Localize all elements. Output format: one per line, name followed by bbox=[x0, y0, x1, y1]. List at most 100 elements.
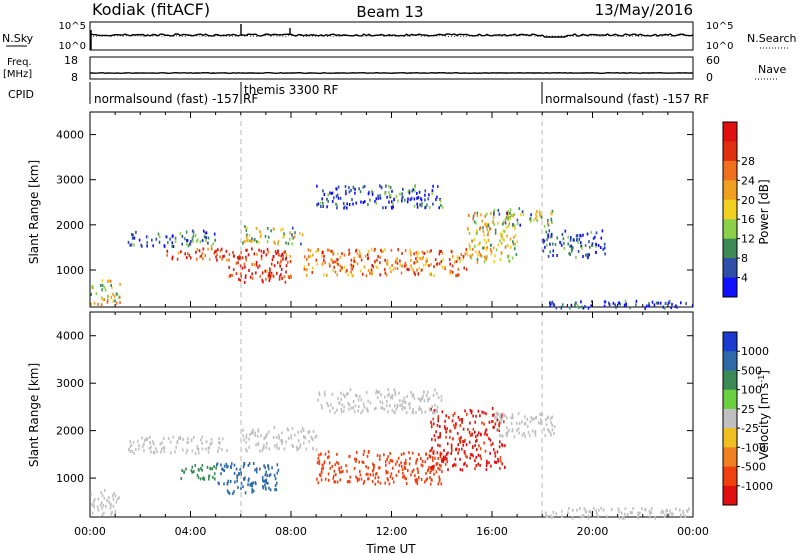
velocity-cell bbox=[535, 416, 538, 419]
power-cell bbox=[432, 202, 434, 206]
velocity-cell bbox=[431, 404, 433, 408]
power-cell bbox=[489, 248, 492, 252]
power-cell bbox=[171, 255, 174, 259]
velocity-cell bbox=[172, 435, 175, 439]
power-cell bbox=[343, 206, 345, 210]
power-cell bbox=[493, 208, 496, 212]
velocity-cell bbox=[386, 457, 388, 461]
power-cell bbox=[146, 241, 148, 245]
velocity-cell bbox=[296, 448, 298, 452]
power-cell bbox=[389, 186, 392, 189]
power-cell bbox=[582, 255, 584, 258]
nsky-tick-low-left: 10^0 bbox=[59, 41, 86, 52]
power-cell bbox=[348, 253, 350, 256]
power-cell bbox=[311, 271, 314, 274]
velocity-cell bbox=[100, 501, 103, 505]
power-cell bbox=[579, 241, 582, 245]
velocity-cell bbox=[191, 470, 193, 474]
power-cell bbox=[416, 254, 419, 258]
power-cell bbox=[384, 248, 386, 252]
power-cell bbox=[448, 270, 451, 274]
velocity-cell bbox=[488, 437, 490, 441]
power-cell bbox=[401, 195, 404, 199]
velocity-cell bbox=[492, 425, 494, 429]
velocity-cell bbox=[362, 461, 365, 465]
power-cell bbox=[551, 221, 553, 225]
power-cell bbox=[410, 253, 412, 257]
power-cell bbox=[259, 234, 262, 238]
power-cell bbox=[348, 190, 351, 194]
power-cell bbox=[493, 260, 495, 264]
velocity-cell bbox=[429, 408, 431, 412]
power-colorbar-tick-label-5: 24 bbox=[741, 174, 755, 187]
velocity-cell bbox=[439, 451, 442, 455]
velocity-cell bbox=[469, 433, 472, 437]
power-cell bbox=[404, 261, 407, 265]
power-cell bbox=[324, 261, 326, 265]
power-cell bbox=[653, 303, 656, 307]
velocity-cell bbox=[466, 412, 468, 416]
power-cell bbox=[203, 235, 206, 239]
power-cell bbox=[560, 306, 563, 309]
power-cell bbox=[498, 212, 501, 216]
power-cell bbox=[428, 193, 430, 197]
power-cell bbox=[417, 272, 420, 276]
power-cell bbox=[305, 257, 308, 261]
power-cell bbox=[100, 303, 103, 307]
power-cell bbox=[457, 267, 460, 271]
velocity-cell bbox=[679, 513, 682, 517]
velocity-cell bbox=[365, 472, 368, 476]
power-cell bbox=[419, 203, 421, 207]
velocity-cell bbox=[198, 468, 200, 472]
velocity-cell bbox=[375, 391, 377, 395]
velocity-cell bbox=[498, 418, 500, 422]
power-cell bbox=[232, 254, 235, 258]
power-cell bbox=[424, 198, 426, 202]
power-cell bbox=[186, 239, 188, 242]
power-ytick-label-3: 4000 bbox=[56, 129, 84, 142]
power-cell bbox=[207, 236, 210, 240]
velocity-cell bbox=[228, 491, 231, 495]
power-cell bbox=[477, 253, 479, 257]
velocity-cell bbox=[493, 425, 495, 429]
power-cell bbox=[563, 241, 565, 245]
power-cell bbox=[425, 257, 428, 261]
velocity-cell bbox=[500, 418, 503, 422]
velocity-cell bbox=[433, 450, 435, 454]
velocity-cell bbox=[159, 442, 162, 446]
velocity-cell bbox=[323, 461, 326, 465]
power-cell bbox=[247, 238, 249, 242]
power-cell bbox=[220, 247, 223, 251]
velocity-cell bbox=[618, 510, 620, 514]
velocity-cell bbox=[318, 393, 321, 397]
velocity-cell bbox=[485, 428, 488, 432]
power-cell bbox=[322, 201, 324, 205]
power-cell bbox=[430, 249, 432, 253]
velocity-cell bbox=[261, 476, 264, 480]
velocity-cell bbox=[386, 470, 389, 474]
velocity-cell bbox=[464, 438, 466, 442]
power-cell bbox=[581, 246, 583, 250]
velocity-cell bbox=[331, 392, 334, 396]
power-cell bbox=[312, 266, 314, 270]
velocity-cell bbox=[112, 494, 114, 498]
velocity-cell bbox=[366, 408, 369, 412]
velocity-cell bbox=[233, 471, 236, 475]
power-cell bbox=[260, 254, 263, 258]
velocity-cell bbox=[211, 441, 213, 445]
velocity-cell bbox=[273, 444, 276, 448]
velocity-cell bbox=[233, 463, 236, 467]
power-cell bbox=[341, 266, 343, 270]
power-cell bbox=[246, 248, 248, 252]
velocity-cell bbox=[357, 409, 359, 413]
power-cell bbox=[455, 260, 458, 263]
power-cell bbox=[312, 253, 314, 257]
velocity-cell bbox=[637, 511, 639, 515]
power-cell bbox=[543, 239, 546, 243]
velocity-cell bbox=[548, 429, 550, 433]
power-cell bbox=[185, 242, 188, 246]
velocity-cell bbox=[90, 492, 92, 496]
power-cell bbox=[575, 256, 577, 259]
velocity-cell bbox=[421, 396, 424, 400]
power-cell bbox=[456, 255, 459, 259]
